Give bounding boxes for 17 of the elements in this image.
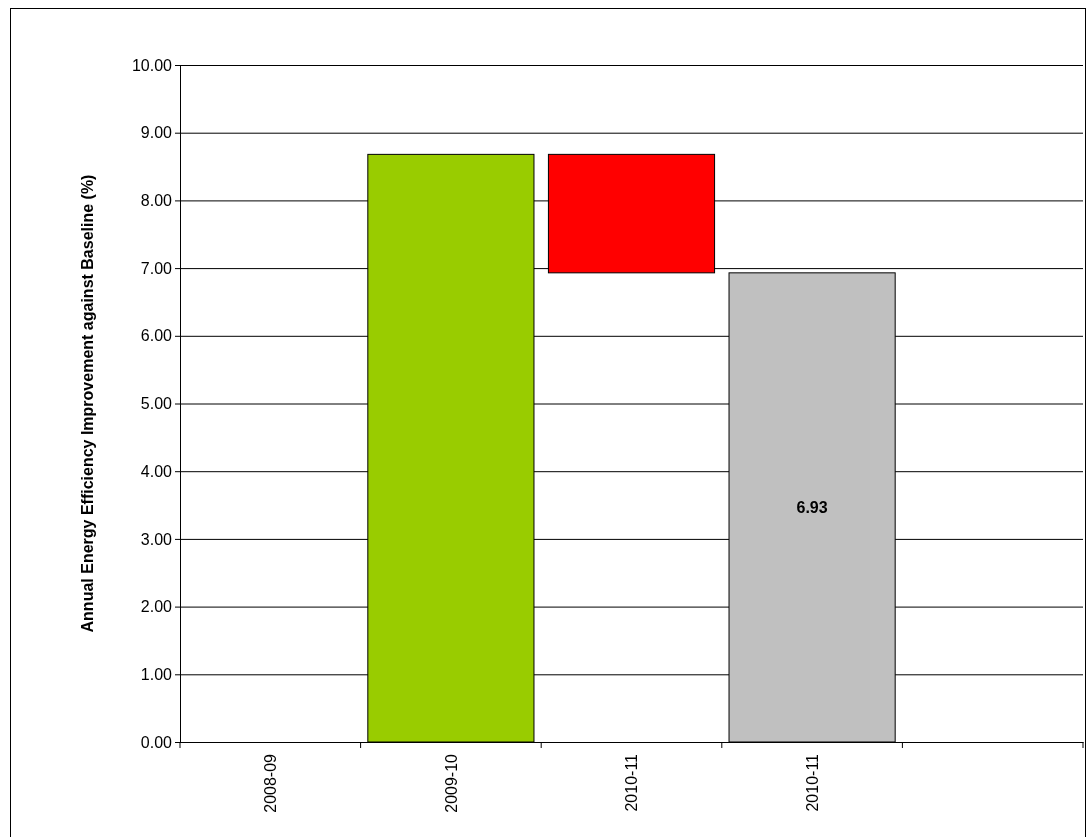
data-label: 6.93 [796,499,828,517]
y-tick-label: 5.00 [140,395,173,413]
y-tick-label: 8.00 [140,192,173,210]
y-axis-title: Annual Energy Efficiency Improvement against Baseline (%) [79,174,96,633]
y-tick-label: 0.00 [140,733,173,751]
y-tick-label: 9.00 [140,124,173,142]
y-tick-label: 3.00 [140,530,173,548]
x-tick-label: 2010-11 [803,753,821,812]
y-tick-label: 2.00 [140,598,173,616]
y-tick-label: 7.00 [140,259,173,277]
y-tick-label: 1.00 [140,665,173,683]
x-tick-label: 2008-09 [261,753,279,813]
y-tick-label: 10.00 [131,56,173,74]
y-tick-label: 6.00 [140,327,173,345]
x-tick-label: 2009-10 [442,753,460,813]
y-tick-label: 4.00 [140,462,173,480]
x-tick-label: 2010-11 [623,753,641,812]
